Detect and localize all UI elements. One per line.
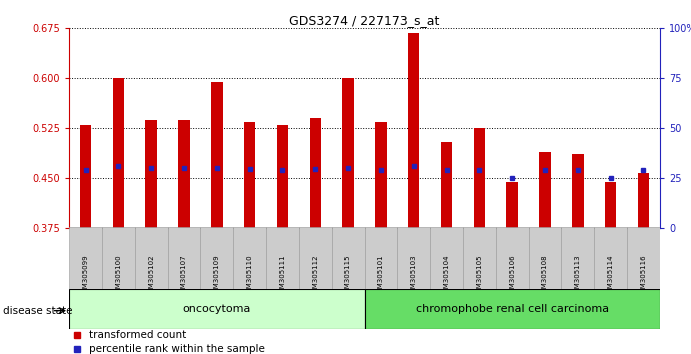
Text: GSM305100: GSM305100 xyxy=(115,255,122,297)
Text: GSM305107: GSM305107 xyxy=(181,255,187,297)
FancyBboxPatch shape xyxy=(496,227,529,289)
Text: GSM305108: GSM305108 xyxy=(542,255,548,297)
Bar xyxy=(408,33,419,228)
Text: disease state: disease state xyxy=(3,306,73,316)
FancyBboxPatch shape xyxy=(69,289,365,329)
Text: GSM305116: GSM305116 xyxy=(641,255,647,297)
FancyBboxPatch shape xyxy=(266,227,299,289)
FancyBboxPatch shape xyxy=(561,227,594,289)
FancyBboxPatch shape xyxy=(529,227,561,289)
Text: GSM305112: GSM305112 xyxy=(312,255,319,297)
Text: GSM305104: GSM305104 xyxy=(444,255,450,297)
Bar xyxy=(113,78,124,228)
Text: GSM305114: GSM305114 xyxy=(607,255,614,297)
Text: chromophobe renal cell carcinoma: chromophobe renal cell carcinoma xyxy=(416,304,609,314)
Bar xyxy=(79,125,91,228)
FancyBboxPatch shape xyxy=(594,227,627,289)
Bar xyxy=(211,82,223,228)
Bar xyxy=(507,182,518,228)
FancyBboxPatch shape xyxy=(299,227,332,289)
Text: percentile rank within the sample: percentile rank within the sample xyxy=(89,343,265,354)
Text: GSM305109: GSM305109 xyxy=(214,255,220,297)
Bar xyxy=(145,120,157,228)
Text: GSM305105: GSM305105 xyxy=(476,255,482,297)
Text: GSM305111: GSM305111 xyxy=(279,255,285,297)
Text: transformed count: transformed count xyxy=(89,330,187,340)
Bar xyxy=(310,118,321,228)
Bar xyxy=(375,122,387,228)
FancyBboxPatch shape xyxy=(397,227,430,289)
Text: GSM305115: GSM305115 xyxy=(345,255,351,297)
Bar xyxy=(638,173,650,228)
Text: GSM305110: GSM305110 xyxy=(247,255,253,297)
FancyBboxPatch shape xyxy=(135,227,167,289)
FancyBboxPatch shape xyxy=(200,227,233,289)
FancyBboxPatch shape xyxy=(365,289,660,329)
Bar xyxy=(473,129,485,228)
Bar xyxy=(244,122,256,228)
FancyBboxPatch shape xyxy=(233,227,266,289)
Title: GDS3274 / 227173_s_at: GDS3274 / 227173_s_at xyxy=(290,14,439,27)
Text: oncocytoma: oncocytoma xyxy=(182,304,251,314)
Text: GSM305102: GSM305102 xyxy=(148,255,154,297)
Bar xyxy=(605,182,616,228)
FancyBboxPatch shape xyxy=(69,227,102,289)
Text: GSM305103: GSM305103 xyxy=(410,255,417,297)
Bar xyxy=(342,78,354,228)
FancyBboxPatch shape xyxy=(102,227,135,289)
FancyBboxPatch shape xyxy=(365,227,397,289)
Bar xyxy=(441,142,453,228)
Text: GSM305099: GSM305099 xyxy=(82,255,88,297)
FancyBboxPatch shape xyxy=(627,227,660,289)
Text: GSM305113: GSM305113 xyxy=(575,255,581,297)
FancyBboxPatch shape xyxy=(167,227,200,289)
Text: GSM305106: GSM305106 xyxy=(509,255,515,297)
FancyBboxPatch shape xyxy=(463,227,496,289)
Bar xyxy=(572,154,584,228)
Text: GSM305101: GSM305101 xyxy=(378,255,384,297)
Bar xyxy=(178,120,190,228)
FancyBboxPatch shape xyxy=(332,227,365,289)
Bar xyxy=(276,125,288,228)
Bar xyxy=(539,152,551,228)
FancyBboxPatch shape xyxy=(430,227,463,289)
